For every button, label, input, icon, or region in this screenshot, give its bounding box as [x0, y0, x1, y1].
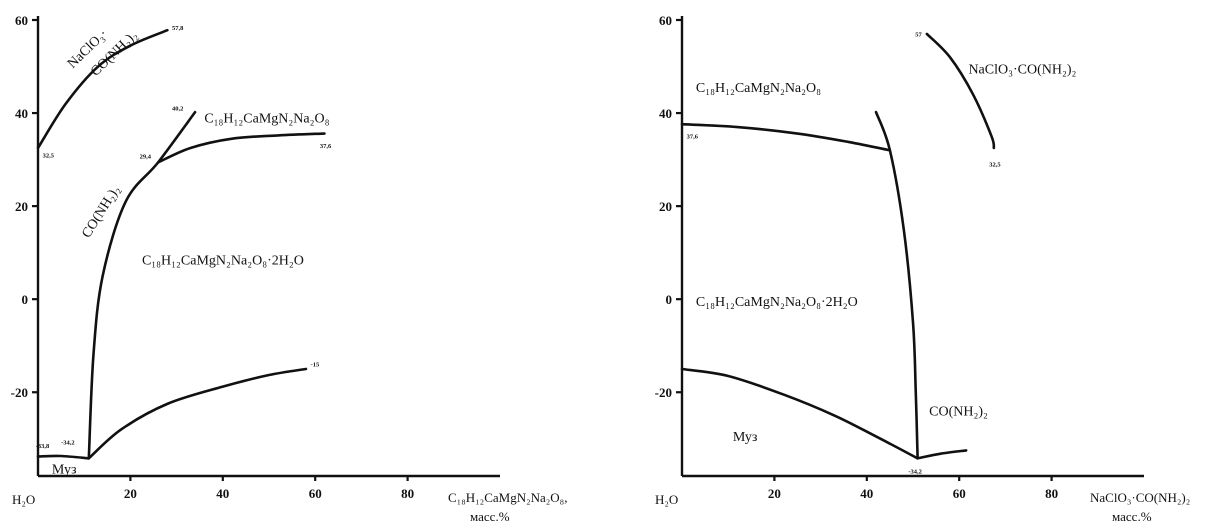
phase-field-label: CO(NH₂)₂ — [929, 405, 988, 420]
point-value-label: 40,2 — [172, 105, 183, 112]
x-axis-unit: масс.% — [470, 509, 510, 524]
y-tick-label: 40 — [659, 106, 672, 121]
y-tick-label: 0 — [22, 292, 29, 307]
x-tick-label: 80 — [401, 486, 414, 501]
point-value-label: 32,5 — [43, 152, 55, 159]
phase-boundary-curve — [680, 367, 919, 460]
point-value-label: 29,4 — [140, 154, 152, 161]
phase-boundary-curve — [156, 132, 326, 164]
x-tick-label: 20 — [124, 486, 137, 501]
point-value-label: -34,2 — [61, 439, 75, 446]
phase-field-label: C₁₈H₁₂CaMgN₂Na₂O₈·2H₂O — [142, 253, 304, 268]
y-tick-label: -20 — [655, 385, 672, 400]
y-tick-label: 20 — [659, 199, 672, 214]
phase-field-label: C₁₈H₁₂CaMgN₂Na₂O₈ — [696, 81, 821, 96]
x-tick-label: 60 — [309, 486, 322, 501]
point-value-label: 57,8 — [172, 25, 184, 32]
x-tick-label: 40 — [216, 486, 229, 501]
phase-boundary-curve — [36, 28, 169, 150]
point-value-label: 37,6 — [687, 134, 699, 141]
point-value-label: -33,8 — [36, 443, 50, 450]
origin-label: H₂O — [655, 492, 678, 507]
x-tick-label: 60 — [953, 486, 966, 501]
phase-boundary-curve — [36, 454, 91, 460]
x-tick-label: 20 — [768, 486, 781, 501]
phase-boundary-curve — [680, 122, 892, 152]
y-tick-label: -20 — [11, 385, 28, 400]
x-axis-unit: масс.% — [1112, 509, 1152, 524]
phase-field-label: Муз — [733, 430, 758, 445]
phase-boundary-curve — [925, 32, 996, 150]
y-tick-label: 40 — [15, 106, 28, 121]
point-value-label: -34,2 — [908, 469, 922, 476]
y-tick-label: 60 — [659, 13, 672, 28]
origin-label: H₂O — [12, 492, 35, 507]
x-axis-label: NaClO₃·CO(NH₂)₂ — [1090, 490, 1190, 505]
point-value-label: 37,6 — [320, 143, 332, 150]
x-tick-label: 40 — [860, 486, 873, 501]
phase-field-label: CO(NH₂)₂ — [79, 183, 123, 241]
phase-field-label: C₁₈H₁₂CaMgN₂Na₂O₈ — [204, 111, 329, 126]
left-phase-diagram: 60 40 20 0 -20 20 40 60 80 H₂O C₁₈H₁₂CaMgN₂Na₂O₈, м… — [11, 13, 568, 524]
y-tick-label: 60 — [15, 13, 28, 28]
y-tick-label: 0 — [666, 292, 673, 307]
phase-field-label: NaClO₃·CO(NH₂)₂ — [968, 63, 1076, 78]
phase-field-label: Муз — [52, 463, 77, 478]
phase-boundary-curve — [916, 449, 968, 460]
x-axis-label: C₁₈H₁₂CaMgN₂Na₂O₈, — [448, 490, 567, 505]
phase-boundary-curve — [87, 110, 197, 460]
point-value-label: 57 — [915, 31, 922, 38]
phase-boundary-curve — [87, 367, 308, 460]
phase-field-label: C₁₈H₁₂CaMgN₂Na₂O₈·2H₂O — [696, 295, 858, 310]
point-value-label: -15 — [311, 362, 320, 369]
phase-boundary-curve — [874, 110, 919, 460]
y-tick-label: 20 — [15, 199, 28, 214]
right-phase-diagram: 60 40 20 0 -20 20 40 60 80 H₂O NaClO₃·CO(NH₂)₂ масс… — [655, 13, 1191, 524]
x-tick-label: 80 — [1045, 486, 1058, 501]
point-value-label: 32,5 — [989, 162, 1001, 169]
